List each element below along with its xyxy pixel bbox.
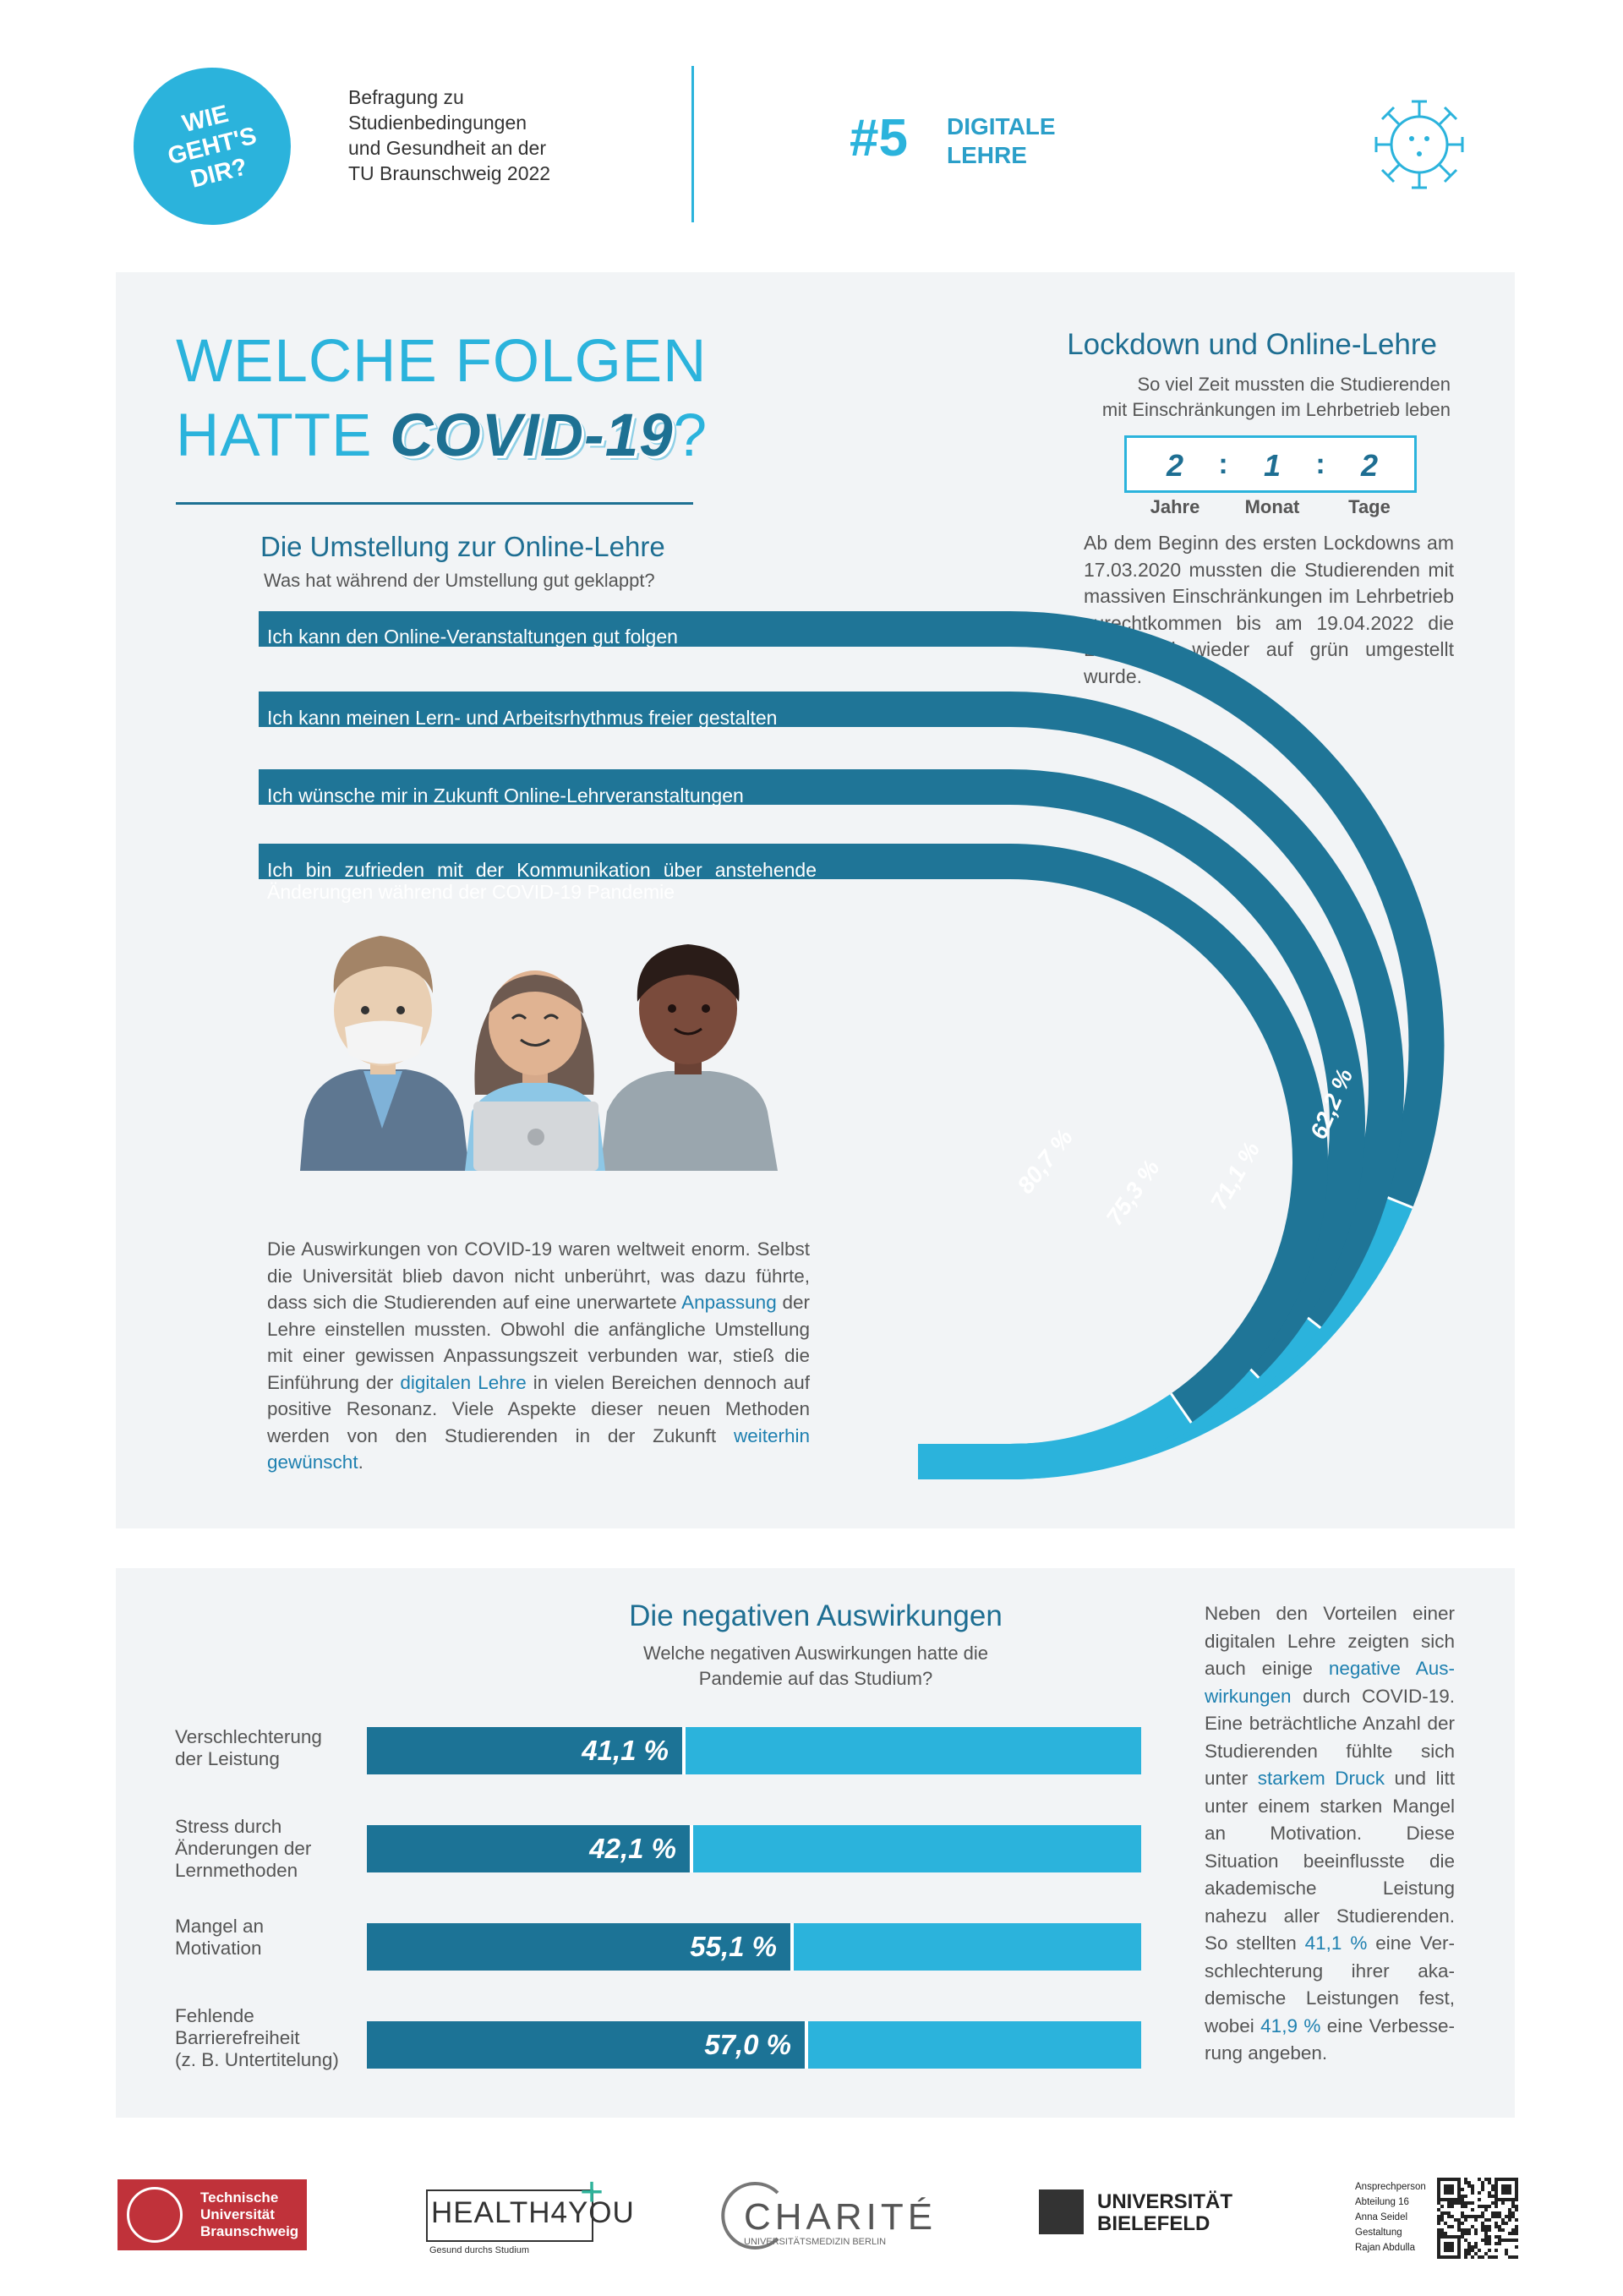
- counter-separator: :: [1218, 448, 1228, 480]
- counter-separator: :: [1315, 448, 1325, 480]
- neg-label-3: Mangel an Motivation: [175, 1916, 265, 1959]
- neg-bar-value: 41,1 %: [582, 1735, 669, 1766]
- page-title: WELCHE FOLGEN HATTE COVID-19?: [176, 325, 708, 473]
- arc-bar-value: [1009, 692, 1404, 1328]
- plus-icon: +: [580, 2170, 604, 2215]
- lockdown-paragraph: Ab dem Beginn des ersten Lockdowns am 17…: [1084, 532, 1454, 687]
- neg-bar-value: 42,1 %: [589, 1833, 676, 1864]
- section-subtitle-online-switch: Was hat während der Umstellung gut gekla…: [264, 570, 655, 591]
- section-title-negative: Die negativen Auswirkungen: [629, 1599, 1003, 1632]
- counter-months: 1: [1263, 448, 1281, 483]
- lockdown-title: Lockdown und Online-Lehre: [1067, 328, 1437, 361]
- page-title-line-2: HATTE COVID-19?: [176, 402, 708, 469]
- arc-bar-value: [1009, 844, 1328, 1423]
- issue-label: DIGITALE LEHRE: [947, 113, 1056, 168]
- duration-counter: [1124, 435, 1417, 493]
- section-title-online-switch: Die Umstellung zur Online-Lehre: [260, 531, 665, 562]
- arc-bar-remainder: [918, 1393, 1192, 1479]
- lockdown-subtitle: So viel Zeit mussten die Studierenden mi…: [1101, 374, 1451, 420]
- highlight-weiterhin: weiterhin gewünscht: [267, 1424, 810, 1473]
- intro-paragraph: Die Auswirkungen von COVID-19 waren welt…: [267, 1238, 811, 1473]
- counter-years: 2: [1166, 448, 1184, 483]
- neg-bar-value: 57,0 %: [704, 2029, 791, 2060]
- virus-icon: [1374, 100, 1464, 189]
- contact-info: Ansprechperson Abteilung 16 Anna Seidel …: [1355, 2182, 1426, 2253]
- neg-bar-fill: [367, 2021, 808, 2069]
- neg-bar-fill: [367, 1825, 693, 1872]
- covid-highlight: COVID-19: [390, 402, 674, 469]
- charite-logo-text: CHARITÉ: [744, 2196, 937, 2238]
- title-underline: [176, 502, 693, 505]
- arc-label-4: Ich bin zufrieden mit der Kommunikation …: [267, 859, 817, 903]
- charite-sub: UNIVERSITÄTSMEDIZIN BERLIN: [744, 2237, 887, 2247]
- section-subtitle-negative: Welche negativen Auswirkungen hatte die …: [642, 1643, 989, 1689]
- counter-months-label: Monat: [1244, 496, 1300, 517]
- counter-days-label: Tage: [1348, 496, 1391, 517]
- highlight-anpassung: Anpassung: [681, 1292, 777, 1313]
- tu-logo-text: Technische Universität Braunschweig: [200, 2189, 299, 2239]
- arc-bar-value: [1009, 611, 1445, 1208]
- logo-circle: [134, 68, 291, 225]
- issue-number: #5: [850, 109, 908, 167]
- survey-title: Befragung zu Studienbedingungen und Gesu…: [348, 86, 551, 184]
- counter-days: 2: [1360, 448, 1379, 483]
- charite-logo-icon: [721, 2182, 779, 2250]
- arc-bar-separator: [1170, 1392, 1193, 1424]
- arc-label-1: Ich kann den Online-Veranstaltungen gut …: [267, 626, 678, 648]
- highlight-digitale-lehre: digitalen Lehre: [400, 1371, 527, 1393]
- health4you-sub: Gesund durchs Studium: [429, 2245, 530, 2255]
- bielefeld-logo-icon: [1039, 2189, 1084, 2234]
- negative-paragraph: Neben den Vorteilen einer digitalen Lehr…: [1205, 1603, 1455, 2064]
- bielefeld-logo-text: UNIVERSITÄT BIELEFELD: [1097, 2190, 1233, 2235]
- qr-code-icon[interactable]: [1437, 2178, 1518, 2259]
- arc-label-2: Ich kann meinen Lern- und Arbeitsrhythmu…: [267, 707, 778, 729]
- header-divider: [691, 66, 694, 222]
- neg-label-4: Fehlende Barrierefreiheit (z. B. Unterti…: [175, 2005, 339, 2070]
- counter-years-label: Jahre: [1150, 496, 1200, 517]
- neg-label-1: Verschlechterung der Leistung: [175, 1726, 322, 1769]
- tu-seal-icon: [127, 2187, 183, 2243]
- health4you-text: HEALTH4YOU: [431, 2196, 635, 2229]
- neg-label-2: Stress durch Änderungen der Lernmethoden: [175, 1816, 312, 1881]
- arc-bar-value: [1009, 769, 1365, 1378]
- students-illustration: [300, 936, 778, 1171]
- neg-bar-value: 55,1 %: [690, 1931, 777, 1962]
- health4you-logo: [426, 2189, 593, 2242]
- neg-bar-fill: [367, 1727, 686, 1774]
- page-title-line-1: WELCHE FOLGEN: [176, 328, 708, 395]
- neg-bar-fill: [367, 1923, 794, 1971]
- arc-label-3: Ich wünsche mir in Zukunft Online-Lehrve…: [267, 784, 744, 806]
